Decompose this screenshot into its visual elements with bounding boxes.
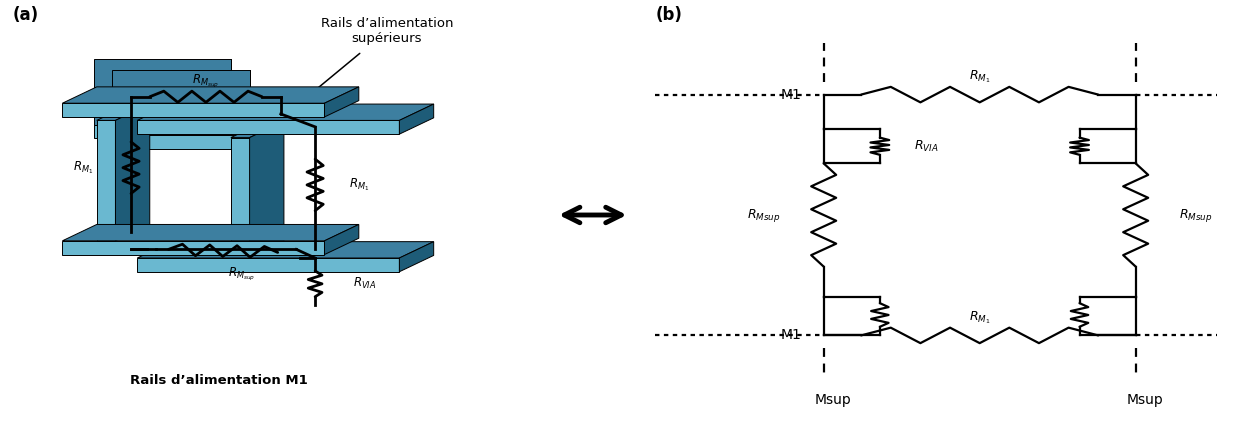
Text: $R_{M_1}$: $R_{M_1}$ (74, 160, 94, 176)
Text: $R_{VIA}$: $R_{VIA}$ (914, 138, 938, 154)
Text: (b): (b) (655, 6, 683, 25)
Polygon shape (62, 103, 324, 117)
Polygon shape (231, 138, 250, 258)
Polygon shape (62, 87, 359, 103)
Text: Msup: Msup (1127, 393, 1163, 408)
Text: Rails d’alimentation
supérieurs: Rails d’alimentation supérieurs (321, 17, 453, 45)
Text: M1: M1 (781, 88, 801, 101)
Polygon shape (137, 242, 434, 258)
Text: $R_{VIA}$: $R_{VIA}$ (352, 276, 376, 292)
Text: $R_{M_1}$: $R_{M_1}$ (968, 68, 991, 85)
Text: Msup: Msup (815, 393, 851, 408)
Text: $R_{M_1}$: $R_{M_1}$ (349, 177, 369, 193)
Text: $R_{Msup}$: $R_{Msup}$ (746, 206, 780, 224)
Polygon shape (137, 258, 399, 272)
Polygon shape (94, 125, 231, 138)
Polygon shape (137, 104, 434, 120)
Polygon shape (112, 70, 250, 135)
Text: M1: M1 (781, 329, 801, 342)
Polygon shape (250, 121, 285, 258)
Text: $R_{Msup}$: $R_{Msup}$ (1179, 206, 1213, 224)
Text: (a): (a) (12, 6, 39, 25)
Polygon shape (94, 59, 231, 125)
Polygon shape (324, 224, 359, 255)
Polygon shape (116, 104, 150, 241)
Text: $R_{M_{sup}}$: $R_{M_{sup}}$ (192, 73, 220, 90)
Polygon shape (399, 104, 434, 134)
Text: $R_{M_1}$: $R_{M_1}$ (968, 309, 991, 326)
Polygon shape (62, 224, 359, 241)
Polygon shape (137, 120, 399, 134)
Polygon shape (324, 87, 359, 117)
Polygon shape (97, 104, 150, 120)
Polygon shape (231, 121, 285, 138)
Polygon shape (399, 242, 434, 272)
Text: $R_{M_{sup}}$: $R_{M_{sup}}$ (228, 266, 256, 283)
Polygon shape (112, 135, 250, 149)
Text: Rails d’alimentation M1: Rails d’alimentation M1 (130, 374, 307, 387)
Polygon shape (62, 241, 324, 255)
Polygon shape (97, 120, 116, 241)
